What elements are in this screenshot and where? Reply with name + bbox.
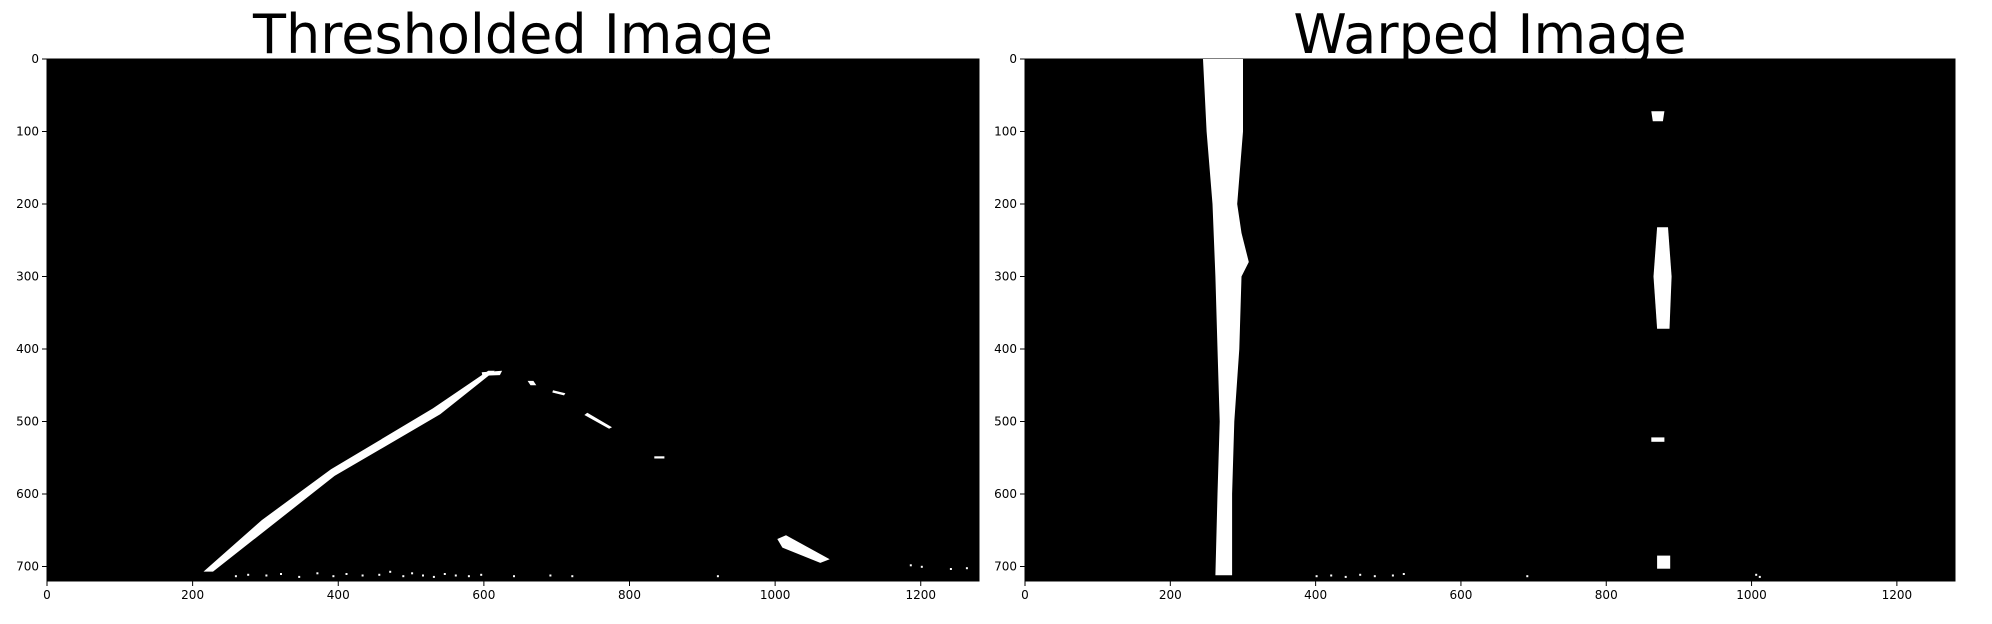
warped-image-x-tick-label: 0	[1021, 588, 1029, 602]
thresholded-image-apex-blob	[481, 370, 503, 376]
thresholded-image-y-tick-label: 100	[16, 125, 39, 139]
thresholded-image-x-tick-label: 0	[43, 588, 51, 602]
thresholded-image-noise-pixel	[298, 575, 301, 578]
warped-image-y-tick-label: 0	[1009, 52, 1017, 66]
thresholded-image-plot-area	[46, 58, 980, 582]
thresholded-image-noise-pixel	[480, 573, 483, 576]
warped-image-noise-pixel	[1330, 574, 1333, 577]
thresholded-image-noise-pixel	[234, 575, 237, 578]
thresholded-image-noise-pixels	[234, 564, 968, 578]
warped-image-noise-pixel	[1315, 575, 1318, 578]
thresholded-image-noise-pixel	[422, 574, 424, 577]
warped-image-noise-pixel	[1526, 575, 1529, 578]
thresholded-image-noise-pixel	[965, 567, 968, 570]
warped-image-noise-pixel	[1755, 573, 1758, 576]
thresholded-image-noise-pixel	[265, 574, 268, 577]
thresholded-image-y-tick-label: 0	[31, 52, 39, 66]
thresholded-image-noise-pixel	[361, 574, 364, 577]
warped-image-y-tick-label: 300	[994, 270, 1017, 284]
thresholded-image-left-lane-line	[203, 370, 495, 572]
warped-image-x-tick-label: 200	[1159, 588, 1182, 602]
thresholded-image-x-tick-label: 800	[618, 588, 641, 602]
warped-image-title: Warped Image	[1293, 3, 1686, 66]
warped-image-y-tick-label: 600	[994, 487, 1017, 501]
thresholded-image-noise-pixel	[345, 573, 348, 575]
warped-image-x-axis: 0 200 400 600 800 1000 1200	[1021, 581, 1912, 602]
thresholded-image-y-tick-label: 400	[16, 342, 39, 356]
thresholded-image-noise-pixel	[513, 575, 515, 578]
warped-image-y-axis: 0 100 200 300 400 500 600 700	[994, 52, 1025, 574]
thresholded-image-noise-pixel	[549, 574, 552, 577]
warped-image-x-tick-label: 400	[1304, 588, 1327, 602]
thresholded-image-x-tick-label: 1200	[905, 588, 936, 602]
thresholded-image-right-dash-3	[584, 412, 612, 429]
thresholded-image-noise-pixel	[402, 575, 405, 578]
thresholded-image-y-tick-label: 600	[16, 487, 39, 501]
thresholded-image-right-lane-near	[777, 535, 830, 563]
warped-image-y-tick-label: 200	[994, 197, 1017, 211]
thresholded-image-noise-pixel	[389, 570, 392, 573]
thresholded-image-noise-pixel	[247, 573, 250, 576]
warped-image-x-tick-label: 1200	[1882, 588, 1913, 602]
warped-image-noise-pixel	[1391, 574, 1394, 577]
warped-image-noise-pixels	[1315, 573, 1761, 578]
thresholded-image-noise-pixel	[280, 573, 282, 575]
warped-image-x-tick-label: 600	[1449, 588, 1472, 602]
warped-image-white-regions	[1203, 59, 1672, 576]
warped-image-noise-pixel	[1758, 575, 1761, 578]
thresholded-image-right-dash-2	[552, 390, 566, 396]
warped-image-panel: Warped Image 0 200 400 600 800 1000 1200 0 100 2…	[994, 3, 1956, 602]
thresholded-image-y-tick-label: 300	[16, 270, 39, 284]
warped-image-y-tick-label: 100	[994, 125, 1017, 139]
thresholded-image-noise-pixel	[467, 575, 470, 578]
thresholded-image-x-axis: 0 200 400 600 800 1000 1200	[43, 581, 936, 602]
warped-image-y-tick-label: 500	[994, 415, 1017, 429]
thresholded-image-noise-pixel	[949, 568, 952, 570]
warped-image-right-dash-small	[1651, 437, 1665, 442]
warped-image-left-lane-line	[1203, 59, 1249, 576]
thresholded-image-y-tick-label: 700	[16, 560, 39, 574]
thresholded-image-noise-pixel	[571, 575, 574, 578]
thresholded-image-y-tick-label: 500	[16, 415, 39, 429]
thresholded-image-x-tick-label: 400	[327, 588, 350, 602]
thresholded-image-white-regions	[203, 370, 830, 572]
thresholded-image-right-dash-4	[654, 456, 665, 459]
thresholded-image-right-dash-1	[527, 380, 537, 386]
thresholded-image-y-tick-label: 200	[16, 197, 39, 211]
warped-image-y-tick-label: 700	[994, 560, 1017, 574]
thresholded-image-noise-pixel	[378, 573, 381, 576]
warped-image-x-tick-label: 1000	[1736, 588, 1767, 602]
warped-image-right-dash-bottom	[1657, 555, 1671, 569]
warped-image-noise-pixel	[1402, 573, 1405, 575]
thresholded-image-y-axis: 0 100 200 300 400 500 600 700	[16, 52, 47, 574]
thresholded-image-x-tick-label: 1000	[760, 588, 791, 602]
warped-image-x-tick-label: 800	[1595, 588, 1618, 602]
thresholded-image-noise-pixel	[454, 574, 457, 577]
thresholded-image-noise-pixel	[332, 575, 335, 578]
thresholded-image-title: Thresholded Image	[252, 3, 773, 66]
thresholded-image-noise-pixel	[920, 565, 923, 568]
warped-image-right-dash-top	[1651, 111, 1665, 122]
thresholded-image-panel: Thresholded Image 0 200 400 600 800 1000 1200 …	[16, 3, 980, 602]
warped-image-noise-pixel	[1344, 575, 1347, 578]
warped-image-right-dash-middle	[1653, 227, 1672, 329]
thresholded-image-noise-pixel	[909, 564, 912, 567]
thresholded-image-noise-pixel	[316, 572, 319, 575]
warped-image-y-tick-label: 400	[994, 342, 1017, 356]
thresholded-image-noise-pixel	[443, 573, 446, 575]
thresholded-image-noise-pixel	[432, 575, 435, 578]
thresholded-image-x-tick-label: 200	[181, 588, 204, 602]
thresholded-image-noise-pixel	[716, 575, 719, 578]
thresholded-image-x-tick-label: 600	[472, 588, 495, 602]
warped-image-noise-pixel	[1359, 573, 1362, 576]
warped-image-plot-area	[1024, 58, 1956, 582]
warped-image-noise-pixel	[1373, 575, 1376, 578]
thresholded-image-noise-pixel	[411, 572, 414, 575]
